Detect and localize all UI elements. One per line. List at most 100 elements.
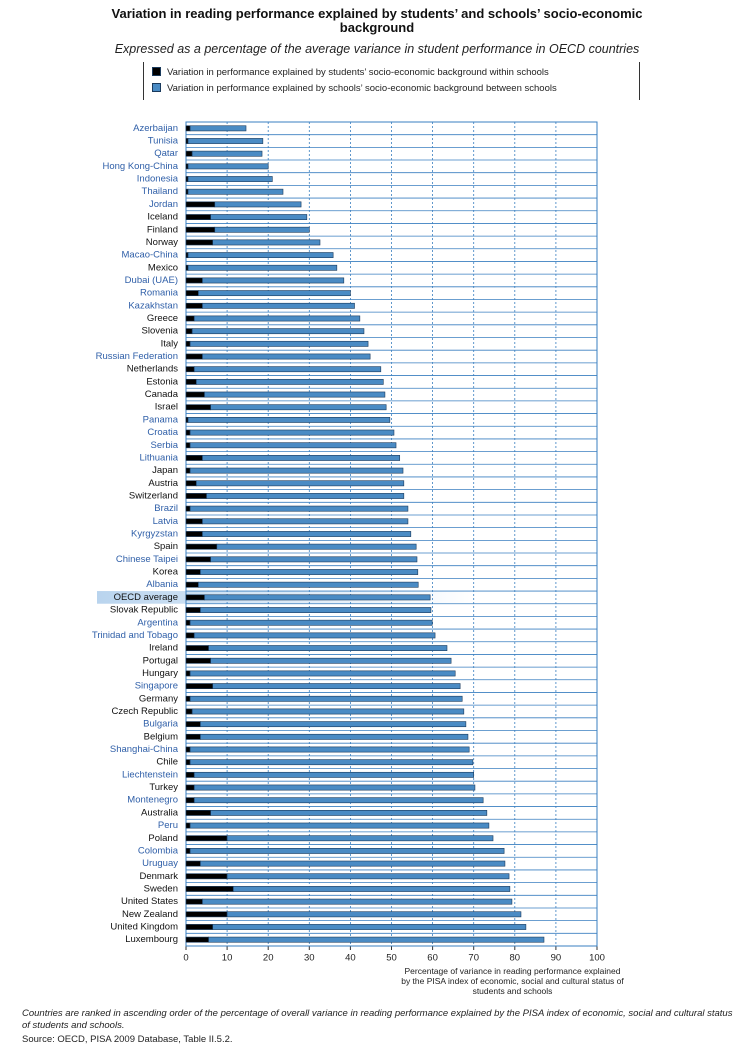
x-tick-label: 30	[304, 953, 315, 964]
bar-segment	[185, 657, 211, 664]
bar-segment	[185, 264, 189, 271]
y-tick-label: Liechtenstein	[122, 769, 178, 780]
bar-segment	[185, 176, 189, 182]
y-tick-label: United States	[121, 896, 178, 907]
bar-segment	[185, 556, 211, 563]
bar-segment	[189, 429, 395, 436]
bar-segment	[185, 759, 191, 766]
bar-segment	[185, 340, 191, 347]
y-tick-label: Thailand	[142, 186, 178, 197]
y-tick-label: Estonia	[146, 376, 178, 387]
bar-segment	[193, 784, 476, 791]
legend-label: Variation in performance explained by sc…	[167, 83, 557, 94]
y-tick-label: Spain	[154, 541, 178, 552]
bar-segment	[208, 936, 545, 943]
bar-segment	[185, 353, 203, 360]
bar-segment	[185, 518, 203, 525]
bar-segment	[191, 708, 465, 715]
legend-swatch	[152, 67, 161, 76]
y-tick-label: Romania	[140, 288, 179, 299]
y-tick-label: Czech Republic	[111, 706, 178, 717]
y-tick-label: Colombia	[138, 845, 179, 856]
bar-segment	[214, 226, 310, 233]
y-tick-label: Russian Federation	[96, 351, 178, 362]
y-tick-label: Hong Kong-China	[102, 161, 178, 172]
bar-segment	[193, 315, 361, 322]
y-tick-label: Tunisia	[148, 136, 179, 147]
y-tick-label: Albania	[146, 579, 178, 590]
bar-segment	[187, 252, 334, 259]
bar-segment	[185, 493, 207, 499]
y-tick-label: Greece	[147, 313, 178, 324]
source: Source: OECD, PISA 2009 Database, Table …	[22, 1034, 233, 1045]
bar-segment	[185, 632, 195, 639]
bar-segment	[210, 556, 418, 563]
legend-entry: Variation in performance explained by st…	[152, 66, 549, 80]
bar-segment	[185, 619, 191, 626]
y-tick-label: Turkey	[149, 782, 178, 793]
y-tick-label: Italy	[161, 338, 179, 349]
bar-segment	[198, 290, 351, 297]
bar-segment	[185, 784, 195, 791]
bar-segment	[210, 809, 488, 816]
bar-segment	[185, 936, 209, 943]
bar-segment	[187, 138, 264, 144]
y-tick-label: Chile	[156, 757, 178, 768]
bar-segment	[185, 442, 191, 449]
bar-segment	[185, 569, 201, 575]
bar-segment	[212, 924, 527, 930]
bar-segment	[210, 214, 308, 220]
bar-segment	[185, 543, 218, 550]
y-tick-label: Indonesia	[137, 174, 179, 185]
x-tick-label: 50	[386, 953, 397, 964]
bar-segment	[185, 924, 214, 930]
bar-segment	[185, 797, 195, 804]
bar-segment	[185, 835, 228, 842]
bar-segment	[189, 822, 490, 829]
bar-segment	[185, 366, 195, 373]
y-tick-label: Argentina	[137, 617, 178, 628]
bar-segment	[185, 505, 191, 512]
legend-label: Variation in performance explained by st…	[167, 67, 549, 78]
bar-segment	[202, 277, 345, 284]
y-tick-label: Sweden	[144, 883, 178, 894]
x-tick-label: 0	[183, 953, 188, 964]
bar-segment	[189, 125, 247, 132]
y-tick-label: Japan	[152, 465, 178, 476]
y-tick-label: Qatar	[154, 148, 178, 159]
bar-segment	[185, 809, 211, 816]
y-tick-label: Portugal	[143, 655, 178, 666]
legend: Variation in performance explained by st…	[143, 62, 640, 100]
bar-segment	[185, 277, 203, 284]
bar-segment	[200, 569, 419, 575]
y-tick-label: Hungary	[142, 668, 178, 679]
bar-segment	[185, 467, 191, 474]
x-tick-label: 20	[263, 953, 274, 964]
y-tick-label: Lithuania	[139, 452, 178, 463]
bar-segment	[185, 848, 191, 854]
y-tick-label: Croatia	[147, 427, 178, 438]
bar-segment	[189, 759, 474, 766]
bar-segment	[204, 594, 431, 601]
y-tick-label: United Kingdom	[110, 922, 178, 933]
chart-subtitle: Expressed as a percentage of the average…	[114, 42, 640, 56]
bar-segment	[226, 873, 510, 880]
y-tick-label: Netherlands	[127, 364, 178, 375]
y-tick-label: Slovak Republic	[110, 605, 178, 616]
bar-segment	[185, 315, 195, 322]
y-tick-label: Korea	[153, 567, 179, 578]
bar-segment	[185, 328, 193, 335]
bar-segment	[185, 391, 205, 398]
bar-segment	[185, 404, 211, 411]
bar-segment	[187, 176, 273, 182]
x-tick-label: 100	[589, 953, 605, 964]
bar-segment	[195, 378, 384, 385]
y-tick-label: Serbia	[151, 440, 179, 451]
y-tick-label: Germany	[139, 693, 178, 704]
bar-segment	[185, 252, 189, 259]
bar-segment	[200, 860, 506, 867]
bar-segment	[185, 378, 197, 385]
bar-segment	[185, 163, 189, 170]
bar-segment	[189, 619, 433, 626]
